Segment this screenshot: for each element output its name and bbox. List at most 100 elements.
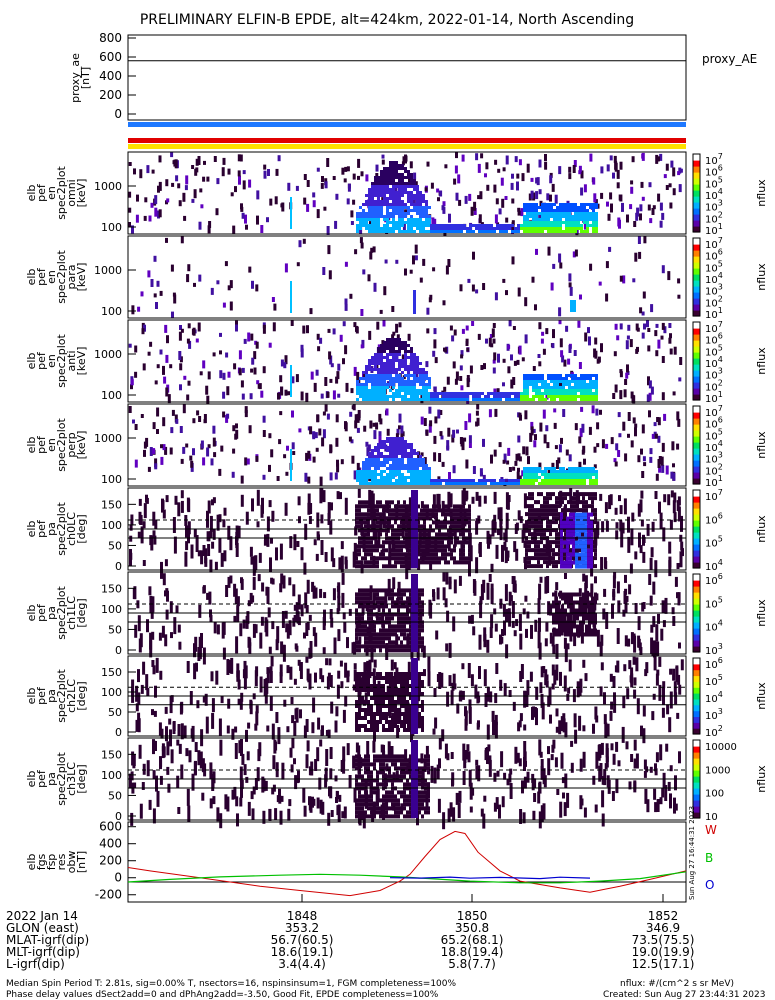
flux-cell [577, 320, 581, 328]
flux-cell [364, 560, 367, 565]
flux-cell [465, 325, 469, 331]
flux-cell [587, 528, 590, 533]
flux-cell [587, 556, 590, 561]
flux-cell [549, 175, 553, 184]
flux-cell [580, 473, 583, 476]
flux-cell [451, 392, 454, 395]
flux-cell [658, 465, 662, 473]
y-axis-label-line: spec2plot [55, 250, 68, 304]
flux-cell [544, 224, 547, 227]
flux-cell [577, 212, 580, 215]
flux-cell [377, 200, 380, 203]
tick-label: 104 [705, 558, 723, 573]
flux-cell [370, 628, 373, 633]
flux-cell [398, 212, 401, 215]
flux-cell [219, 370, 223, 379]
flux-cell [410, 362, 413, 365]
flux-cell [544, 227, 547, 230]
flux-cell [413, 206, 416, 209]
flux-cell [422, 386, 425, 389]
flux-cell [148, 215, 152, 222]
flux-cell [475, 227, 478, 230]
flux-cell [505, 482, 508, 485]
flux-cell [441, 556, 444, 561]
flux-cell [422, 461, 425, 464]
flux-cell [565, 392, 568, 395]
flux-cell [389, 161, 392, 164]
flux-cell [459, 548, 462, 553]
flux-cell [413, 476, 416, 479]
flux-cell [416, 365, 419, 368]
flux-cell [534, 524, 537, 529]
flux-cell [565, 227, 568, 230]
flux-cell [397, 508, 400, 513]
flux-cell [595, 215, 598, 218]
flux-cell [212, 437, 216, 447]
flux-cell [389, 464, 392, 467]
flux-cell [502, 224, 505, 227]
flux-cell [395, 203, 398, 206]
flux-cell [413, 395, 416, 398]
flux-cell [517, 453, 521, 461]
flux-cell [377, 606, 381, 612]
flux-cell [535, 470, 538, 473]
flux-cell [591, 500, 594, 505]
flux-cell [398, 350, 401, 353]
flux-cell [416, 398, 419, 401]
flux-cell [426, 540, 429, 545]
flux-cell [423, 560, 426, 565]
flux-cell [550, 282, 554, 291]
colorbar-segment [693, 178, 700, 185]
flux-cell [582, 504, 585, 509]
flux-cell [367, 532, 370, 537]
flux-cell [329, 520, 333, 535]
flux-cell [603, 588, 607, 597]
flux-cell [386, 188, 389, 191]
flux-cell [368, 209, 371, 212]
flux-cell [553, 470, 556, 473]
flux-cell [422, 389, 425, 392]
flux-cell [529, 227, 532, 230]
flux-cell [183, 375, 187, 380]
flux-cell [541, 383, 544, 386]
colorbar-segment [693, 208, 700, 215]
flux-cell [371, 374, 374, 377]
flux-cell [461, 328, 465, 334]
flux-cell [410, 646, 414, 660]
flux-cell [535, 221, 538, 224]
flux-cell [442, 398, 445, 401]
flux-cell [609, 192, 613, 200]
flux-cell [441, 500, 445, 513]
flux-cell [552, 552, 555, 557]
flux-cell [332, 558, 336, 568]
flux-cell [490, 454, 493, 464]
flux-cell [680, 515, 683, 532]
flux-cell [554, 445, 558, 450]
flux-cell [528, 564, 531, 569]
flux-cell [240, 578, 244, 590]
flux-cell [187, 264, 191, 272]
flux-cell [589, 389, 592, 392]
flux-cell [451, 434, 455, 443]
flux-cell [592, 479, 595, 482]
flux-cell [561, 355, 565, 363]
flux-cell [391, 564, 394, 569]
colorbar-segment [693, 502, 700, 509]
flux-cell [263, 170, 267, 179]
flux-cell [565, 476, 568, 479]
flux-cell [355, 556, 358, 561]
flux-cell [209, 559, 213, 573]
flux-cell [370, 612, 373, 617]
flux-cell [531, 520, 534, 525]
flux-cell [529, 209, 532, 212]
flux-cell [404, 464, 407, 467]
flux-cell [574, 398, 577, 401]
flux-cell [454, 392, 457, 395]
colorbar-frame [692, 489, 701, 569]
flux-cell [383, 344, 386, 347]
flux-cell [552, 548, 555, 553]
flux-cell [668, 323, 672, 328]
colorbar-segment [693, 478, 700, 485]
flux-cell [558, 444, 562, 453]
